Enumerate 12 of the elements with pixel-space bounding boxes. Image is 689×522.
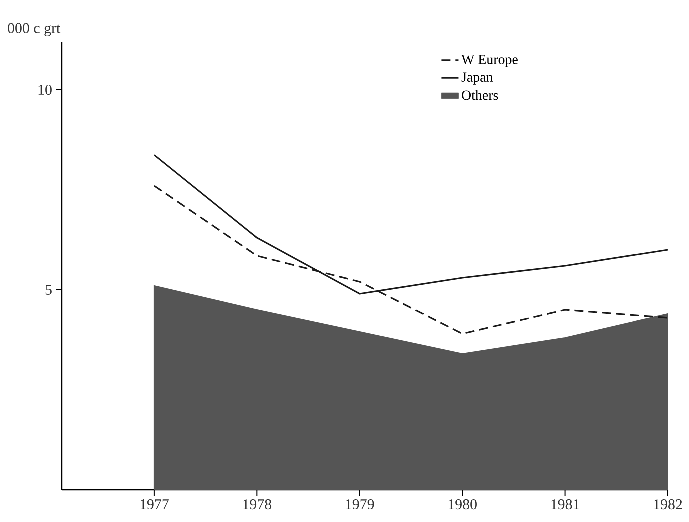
y-tick-label: 5 bbox=[46, 285, 52, 295]
y-axis-title: 000 c grt bbox=[8, 23, 61, 36]
legend-label: W Europe bbox=[462, 55, 518, 68]
legend-label: Others bbox=[462, 90, 498, 100]
legend-label: Japan bbox=[462, 72, 494, 85]
x-tick-label: 1981 bbox=[552, 500, 580, 510]
x-tick-label: 1982 bbox=[654, 500, 682, 510]
x-tick-label: 1980 bbox=[448, 500, 477, 510]
x-tick-label: 1977 bbox=[140, 500, 169, 510]
x-tick-label: 1978 bbox=[244, 500, 272, 510]
y-tick-label: 10 bbox=[38, 84, 52, 96]
x-tick-label: 1979 bbox=[346, 500, 374, 510]
